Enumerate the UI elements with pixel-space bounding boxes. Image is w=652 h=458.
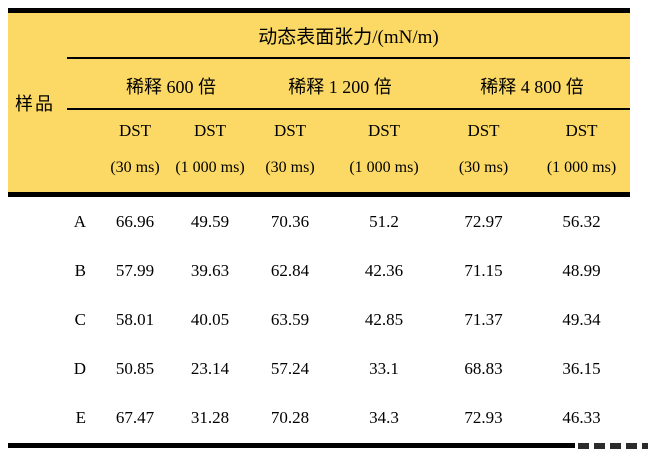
- sample-cell: A: [73, 211, 86, 231]
- dst-time-label: (1 000 ms): [175, 159, 245, 176]
- dst-column-header-row: DST (30 ms) DST (1 000 ms) DST (30 ms) D…: [96, 110, 630, 192]
- value-cell: 57.99: [115, 260, 155, 280]
- value-cell: 23.14: [190, 359, 230, 379]
- dst-time-label: (1 000 ms): [349, 159, 419, 176]
- value-cell: 56.32: [562, 211, 601, 231]
- value-cell: 48.99: [562, 260, 601, 280]
- value-cell: 72.93: [464, 408, 503, 428]
- value-cell: 33.1: [369, 359, 399, 379]
- dst-time-label: (1 000 ms): [546, 159, 617, 176]
- dilution-group-header: 稀释 1 200 倍: [288, 76, 392, 97]
- dst-column-header: DST (1 000 ms): [533, 110, 630, 192]
- dst-label: DST: [118, 121, 152, 140]
- dst-label: DST: [273, 121, 307, 140]
- value-cell: 62.84: [270, 260, 310, 280]
- value-cell: 70.36: [270, 211, 310, 231]
- dilution-group-header: 稀释 600 倍: [126, 76, 216, 97]
- dst-column-header: DST (30 ms): [246, 110, 334, 192]
- value-cell: 63.59: [270, 309, 310, 329]
- value-cell: 57.24: [270, 359, 310, 379]
- value-cell: 31.28: [190, 408, 230, 428]
- value-cell: 70.28: [270, 408, 310, 428]
- table-bottom-rule: [8, 442, 575, 448]
- table-row: D 50.85 23.14 57.24 33.1 68.83 36.15: [8, 345, 630, 394]
- sample-column-header: 样品: [15, 93, 55, 114]
- dst-time-label: (30 ms): [265, 159, 315, 176]
- value-cell: 42.85: [364, 309, 404, 329]
- value-cell: 42.36: [364, 260, 404, 280]
- value-cell: 40.05: [190, 309, 230, 329]
- table-body: A 66.96 49.59 70.36 51.2 72.97 56.32 B 5…: [8, 197, 630, 443]
- value-cell: 68.83: [464, 359, 503, 379]
- sample-cell: B: [74, 260, 86, 280]
- dst-time-label: (30 ms): [110, 159, 160, 176]
- value-cell: 34.3: [369, 408, 399, 428]
- value-cell: 58.01: [115, 309, 155, 329]
- value-cell: 66.96: [115, 211, 155, 231]
- value-cell: 49.34: [562, 309, 601, 329]
- table-row: B 57.99 39.63 62.84 42.36 71.15 48.99: [8, 246, 630, 295]
- dst-label: DST: [193, 121, 227, 140]
- value-cell: 72.97: [464, 211, 503, 231]
- table-row: A 66.96 49.59 70.36 51.2 72.97 56.32: [8, 197, 630, 246]
- table-title: 动态表面张力/(mN/m): [258, 26, 439, 48]
- scan-smudge-artifact: [578, 443, 648, 449]
- value-cell: 46.33: [562, 408, 601, 428]
- dst-label: DST: [565, 121, 598, 140]
- dst-label: DST: [367, 121, 401, 140]
- group-underline-rule: [67, 108, 630, 110]
- title-underline-rule: [67, 57, 630, 59]
- table-row: E 67.47 31.28 70.28 34.3 72.93 46.33: [8, 394, 630, 443]
- table-top-rule: [8, 8, 630, 13]
- value-cell: 51.2: [369, 211, 399, 231]
- value-cell: 49.59: [190, 211, 230, 231]
- dilution-group-header: 稀释 4 800 倍: [480, 76, 584, 97]
- value-cell: 71.37: [464, 309, 503, 329]
- dst-column-header: DST (1 000 ms): [334, 110, 434, 192]
- table-header: 样品 动态表面张力/(mN/m) 稀释 600 倍 稀释 1 200 倍 稀释 …: [8, 13, 630, 192]
- surface-tension-table: 样品 动态表面张力/(mN/m) 稀释 600 倍 稀释 1 200 倍 稀释 …: [8, 8, 648, 449]
- value-cell: 67.47: [115, 408, 155, 428]
- value-cell: 71.15: [464, 260, 503, 280]
- header-bottom-rule: [8, 192, 630, 197]
- value-cell: 36.15: [562, 359, 601, 379]
- value-cell: 39.63: [190, 260, 230, 280]
- dst-column-header: DST (1 000 ms): [174, 110, 246, 192]
- dst-time-label: (30 ms): [458, 159, 509, 176]
- sample-cell: D: [73, 359, 86, 379]
- value-cell: 50.85: [115, 359, 155, 379]
- dst-column-header: DST (30 ms): [96, 110, 174, 192]
- sample-cell: C: [74, 309, 86, 329]
- dilution-group-row: 稀释 600 倍 稀释 1 200 倍 稀释 4 800 倍: [96, 59, 630, 108]
- dst-label: DST: [467, 121, 500, 140]
- dst-column-header: DST (30 ms): [434, 110, 533, 192]
- sample-cell: E: [75, 408, 86, 428]
- table-row: C 58.01 40.05 63.59 42.85 71.37 49.34: [8, 295, 630, 344]
